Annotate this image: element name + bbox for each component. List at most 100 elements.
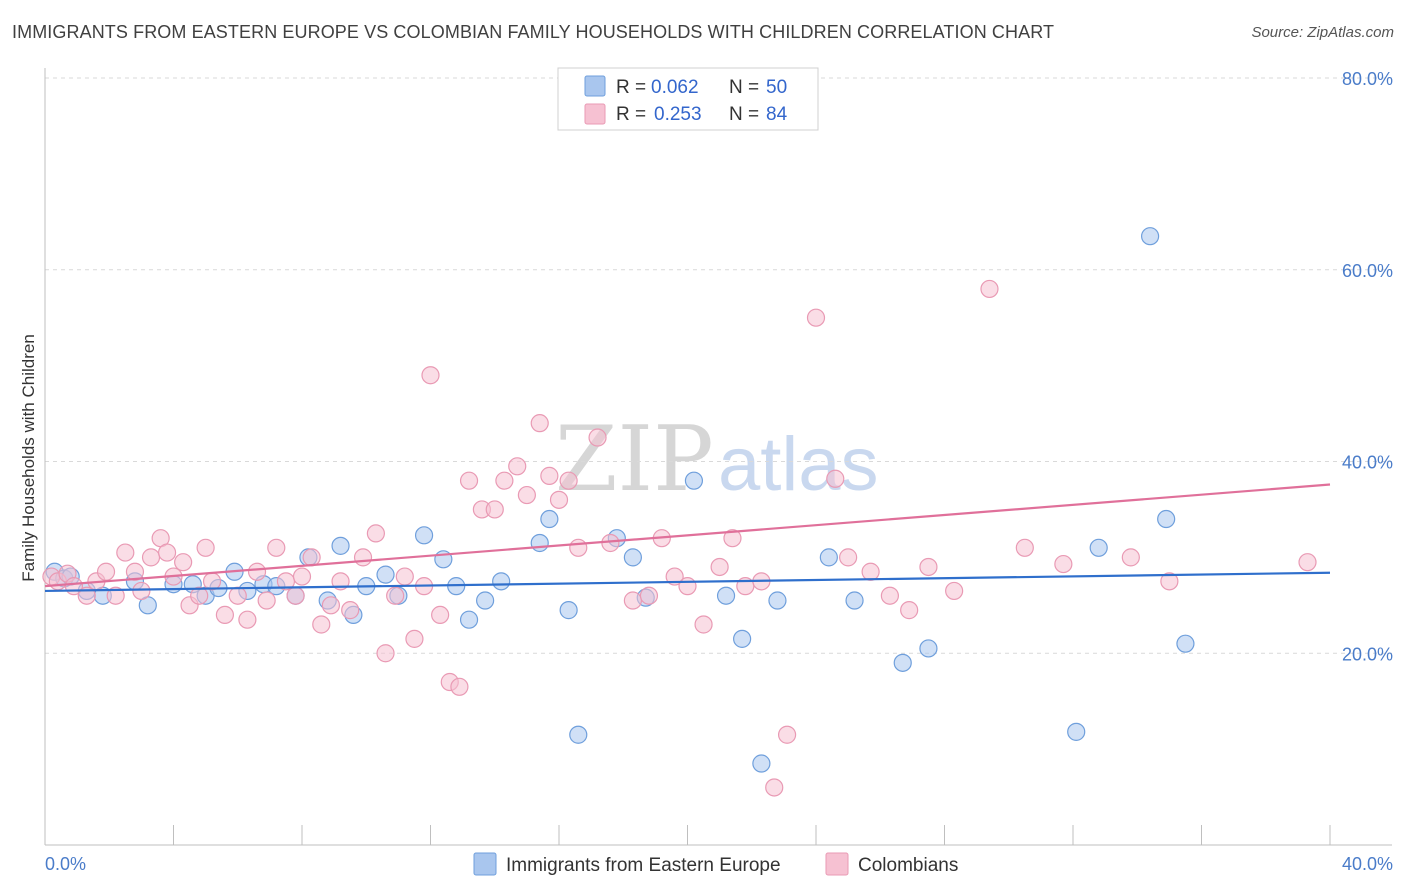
pink-point bbox=[861, 562, 880, 581]
pink-point bbox=[395, 567, 414, 586]
blue-point bbox=[331, 536, 350, 555]
correlation-legend: R = 0.062 N = 50 R = 0.253 N = 84 bbox=[557, 67, 819, 131]
pink-point bbox=[1054, 554, 1073, 574]
pink-point bbox=[623, 591, 642, 610]
blue-point bbox=[414, 526, 434, 545]
pink-point bbox=[286, 586, 305, 605]
bottom-legend-swatch-blue bbox=[473, 852, 497, 876]
pink-point bbox=[826, 469, 845, 488]
pink-point bbox=[806, 308, 826, 327]
blue-point bbox=[1140, 227, 1160, 246]
pink-point bbox=[292, 567, 312, 586]
pink-point bbox=[267, 538, 286, 557]
pink-point bbox=[215, 605, 234, 625]
blue-point bbox=[1157, 509, 1176, 529]
pink-point bbox=[569, 538, 588, 557]
pink-point bbox=[341, 601, 360, 620]
pink-point bbox=[196, 538, 215, 557]
blue-point bbox=[752, 754, 771, 773]
watermark: ZIP atlas bbox=[555, 407, 879, 512]
gridlines bbox=[45, 77, 1392, 654]
series-immigrants-eastern-europe bbox=[45, 227, 1195, 773]
pink-point bbox=[96, 562, 116, 581]
pink-point bbox=[900, 601, 919, 620]
blue-point bbox=[1089, 538, 1108, 557]
legend-n-value-2: 84 bbox=[766, 104, 788, 125]
pink-point bbox=[353, 548, 373, 567]
pink-point bbox=[366, 524, 385, 543]
pink-point bbox=[665, 567, 684, 586]
pink-point bbox=[257, 591, 276, 610]
blue-point bbox=[540, 509, 559, 529]
pink-point bbox=[450, 677, 469, 696]
x-tick-label: 0.0% bbox=[45, 854, 86, 874]
blue-point bbox=[684, 471, 704, 490]
pink-point bbox=[376, 644, 395, 663]
pink-point bbox=[495, 471, 514, 490]
blue-point bbox=[569, 725, 588, 744]
pink-point bbox=[132, 581, 151, 601]
x-tick-labels: 0.0% 40.0% bbox=[45, 854, 1393, 874]
pink-point bbox=[980, 279, 999, 299]
blue-point bbox=[768, 591, 787, 610]
pink-point bbox=[540, 466, 559, 485]
legend-r-label-1: R = bbox=[616, 77, 646, 98]
pink-point bbox=[678, 577, 697, 596]
legend-swatch-pink bbox=[584, 103, 606, 125]
blue-point bbox=[376, 565, 395, 584]
pink-point bbox=[238, 610, 257, 629]
pink-point bbox=[588, 428, 607, 447]
series-colombians bbox=[42, 279, 1317, 797]
blue-point bbox=[492, 572, 511, 591]
legend-n-label-1: N = bbox=[729, 77, 759, 98]
y-tick-label: 80.0% bbox=[1342, 69, 1393, 89]
pink-point bbox=[312, 615, 331, 634]
bottom-legend-label-blue: Immigrants from Eastern Europe bbox=[506, 855, 781, 876]
pink-point bbox=[202, 572, 222, 591]
pink-point bbox=[919, 557, 938, 577]
pink-point bbox=[880, 586, 899, 605]
pink-point bbox=[710, 557, 729, 577]
pink-point bbox=[508, 457, 527, 476]
pink-point bbox=[459, 471, 479, 490]
blue-point bbox=[559, 601, 578, 620]
legend-r-value-2: 0.253 bbox=[654, 104, 702, 125]
pink-point bbox=[549, 490, 569, 509]
trendline-colombians bbox=[44, 483, 1331, 588]
pink-point bbox=[517, 485, 536, 505]
pink-point bbox=[321, 596, 341, 615]
pink-point bbox=[777, 725, 797, 744]
source-label: Source: ZipAtlas.com bbox=[1251, 24, 1394, 41]
pink-point bbox=[559, 471, 578, 490]
pink-point bbox=[1121, 548, 1140, 567]
pink-point bbox=[386, 586, 405, 605]
y-tick-label: 40.0% bbox=[1342, 453, 1393, 473]
pink-point bbox=[190, 586, 209, 605]
blue-point bbox=[733, 629, 752, 648]
legend-r-value-1: 0.062 bbox=[651, 77, 699, 98]
pink-point bbox=[723, 529, 742, 548]
pink-point bbox=[116, 543, 135, 562]
watermark-atlas: atlas bbox=[718, 422, 879, 507]
blue-point bbox=[1176, 634, 1195, 653]
pink-point bbox=[765, 778, 784, 797]
blue-point bbox=[716, 586, 736, 605]
pink-point bbox=[405, 629, 424, 648]
trendlines bbox=[44, 483, 1331, 593]
pink-point bbox=[125, 562, 145, 581]
series-legend: Immigrants from Eastern Europe Colombian… bbox=[473, 852, 958, 876]
watermark-zip: ZIP bbox=[555, 407, 714, 512]
legend-n-label-2: N = bbox=[729, 104, 759, 125]
pink-point bbox=[1160, 572, 1179, 591]
blue-point bbox=[476, 591, 495, 610]
bottom-legend-swatch-pink bbox=[825, 852, 849, 876]
blue-point bbox=[819, 548, 838, 567]
x-tick-label: 40.0% bbox=[1342, 854, 1393, 874]
trendline-immigrants-eastern-europe bbox=[44, 571, 1331, 593]
pink-point bbox=[174, 553, 193, 572]
pink-point bbox=[247, 562, 267, 581]
blue-point bbox=[893, 653, 912, 672]
pink-point bbox=[228, 586, 247, 605]
pink-point bbox=[639, 586, 659, 605]
blue-point bbox=[919, 639, 938, 658]
